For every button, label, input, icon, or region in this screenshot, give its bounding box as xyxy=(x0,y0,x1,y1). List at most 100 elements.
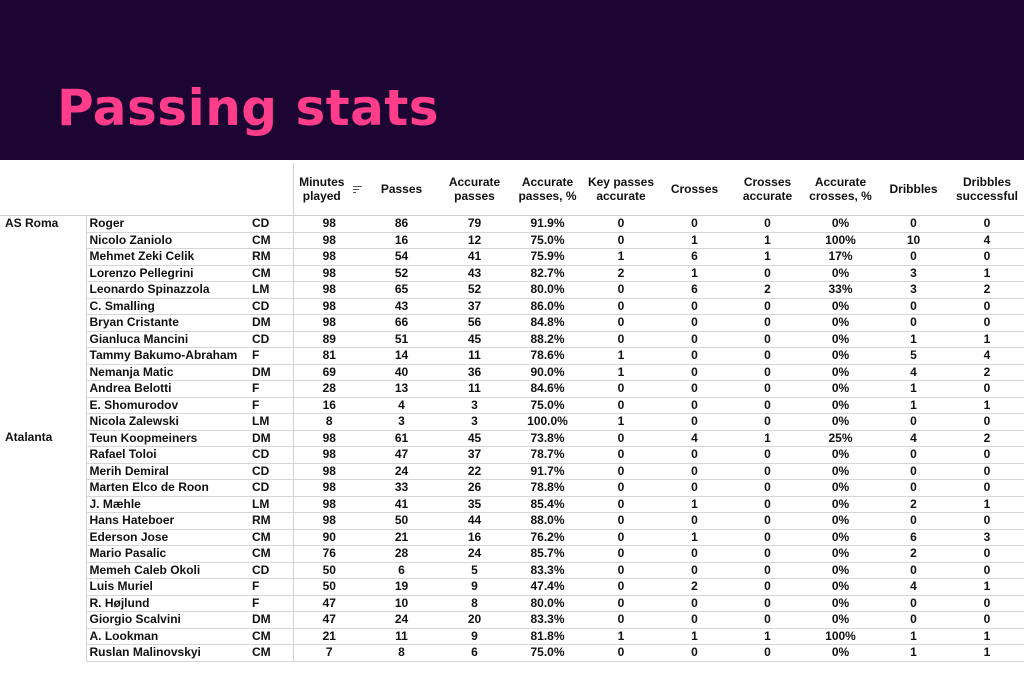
accurate-passes-pct-cell: 75.0% xyxy=(511,232,584,249)
table-row: Luis Muriel F 50 19 9 47.4% 0 2 0 0% 4 1 xyxy=(0,578,1024,596)
key-passes-cell: 0 xyxy=(584,529,658,546)
dribbles-cell: 0 xyxy=(877,611,950,629)
header-accurate-passes[interactable]: Accurate passes xyxy=(438,163,511,216)
accurate-passes-pct-cell: 75.9% xyxy=(511,248,584,266)
dribbles-successful-cell: 1 xyxy=(950,496,1024,513)
header-crosses-accurate[interactable]: Crosses accurate xyxy=(731,163,804,216)
accurate-crosses-pct-cell: 0% xyxy=(804,380,877,398)
passes-cell: 8 xyxy=(365,644,438,662)
accurate-crosses-pct-cell: 0% xyxy=(804,463,877,480)
table-body: AS Roma Roger CD 98 86 79 91.9% 0 0 0 0% 0 0 Nicolo Z… xyxy=(0,215,1024,662)
passes-cell: 51 xyxy=(365,331,438,348)
header-key-passes-accurate[interactable]: Key passes accurate xyxy=(584,163,658,216)
crosses-accurate-cell: 0 xyxy=(731,496,804,513)
dribbles-successful-cell: 0 xyxy=(950,413,1024,431)
page-title: Passing stats xyxy=(57,79,440,137)
accurate-passes-pct-cell: 91.7% xyxy=(511,463,584,480)
header-passes[interactable]: Passes xyxy=(365,163,438,216)
crosses-cell: 1 xyxy=(658,496,731,513)
crosses-cell: 0 xyxy=(658,595,731,612)
key-passes-cell: 0 xyxy=(584,578,658,596)
accurate-crosses-pct-cell: 0% xyxy=(804,215,877,233)
accurate-passes-pct-cell: 84.6% xyxy=(511,380,584,398)
accurate-passes-cell: 24 xyxy=(438,545,511,563)
player-name: Merih Demiral xyxy=(85,463,248,480)
accurate-passes-pct-cell: 88.0% xyxy=(511,512,584,530)
crosses-cell: 2 xyxy=(658,578,731,596)
table-row: Nemanja Matic DM 69 40 36 90.0% 1 0 0 0% 4 2 xyxy=(0,364,1024,381)
table-row: J. Mæhle LM 98 41 35 85.4% 0 1 0 0% 2 1 xyxy=(0,496,1024,513)
crosses-cell: 0 xyxy=(658,347,731,365)
accurate-passes-cell: 16 xyxy=(438,529,511,546)
crosses-accurate-cell: 1 xyxy=(731,232,804,249)
crosses-accurate-cell: 2 xyxy=(731,281,804,299)
team-name xyxy=(0,298,86,315)
player-position: DM xyxy=(248,611,294,629)
key-passes-cell: 0 xyxy=(584,644,658,662)
dribbles-successful-cell: 0 xyxy=(950,298,1024,315)
crosses-cell: 0 xyxy=(658,380,731,398)
dribbles-cell: 0 xyxy=(877,562,950,579)
crosses-cell: 0 xyxy=(658,562,731,579)
dribbles-successful-cell: 0 xyxy=(950,380,1024,398)
minutes-played-cell: 98 xyxy=(293,232,365,249)
player-position: CD xyxy=(248,298,294,315)
crosses-cell: 4 xyxy=(658,430,731,447)
header-crosses[interactable]: Crosses xyxy=(658,163,731,216)
header-accurate-passes-pct[interactable]: Accurate passes, % xyxy=(511,163,584,216)
accurate-passes-pct-cell: 86.0% xyxy=(511,298,584,315)
accurate-passes-cell: 52 xyxy=(438,281,511,299)
crosses-accurate-cell: 0 xyxy=(731,529,804,546)
player-position: RM xyxy=(248,512,294,530)
player-position: F xyxy=(248,578,294,596)
key-passes-cell: 1 xyxy=(584,347,658,365)
crosses-cell: 0 xyxy=(658,413,731,431)
accurate-passes-pct-cell: 83.3% xyxy=(511,562,584,579)
table-row: Ederson Jose CM 90 21 16 76.2% 0 1 0 0% 6 3 xyxy=(0,529,1024,546)
header-dribbles-successful[interactable]: Dribbles successful xyxy=(950,163,1024,216)
dribbles-successful-cell: 0 xyxy=(950,463,1024,480)
team-name xyxy=(0,612,86,629)
accurate-passes-cell: 9 xyxy=(438,578,511,596)
team-name xyxy=(0,397,86,414)
header-accurate-crosses-pct[interactable]: Accurate crosses, % xyxy=(804,163,877,216)
key-passes-cell: 0 xyxy=(584,562,658,579)
header-minutes-played[interactable]: Minutes played xyxy=(292,163,365,216)
crosses-accurate-cell: 0 xyxy=(731,215,804,233)
table-row: Gianluca Mancini CD 89 51 45 88.2% 0 0 0 0% 1 1 xyxy=(0,331,1024,348)
crosses-accurate-cell: 0 xyxy=(731,595,804,612)
crosses-accurate-cell: 0 xyxy=(731,578,804,596)
crosses-accurate-cell: 0 xyxy=(731,562,804,579)
dribbles-cell: 1 xyxy=(877,628,950,645)
dribbles-successful-cell: 0 xyxy=(950,479,1024,497)
crosses-cell: 0 xyxy=(658,463,731,480)
crosses-accurate-cell: 0 xyxy=(731,463,804,480)
table-row: Leonardo Spinazzola LM 98 65 52 80.0% 0 6 2 33% 3 2 xyxy=(0,281,1024,299)
sort-descending-icon[interactable] xyxy=(352,185,362,193)
player-name: Giorgio Scalvini xyxy=(85,611,248,629)
dribbles-cell: 0 xyxy=(877,298,950,315)
crosses-accurate-cell: 0 xyxy=(731,611,804,629)
team-name xyxy=(0,529,86,546)
team-name xyxy=(0,265,86,282)
crosses-accurate-cell: 1 xyxy=(731,628,804,645)
minutes-played-cell: 90 xyxy=(293,529,365,546)
minutes-played-cell: 21 xyxy=(293,628,365,645)
passes-cell: 21 xyxy=(365,529,438,546)
accurate-passes-pct-cell: 85.7% xyxy=(511,545,584,563)
accurate-crosses-pct-cell: 0% xyxy=(804,331,877,348)
passes-cell: 10 xyxy=(365,595,438,612)
key-passes-cell: 0 xyxy=(584,463,658,480)
team-name xyxy=(0,249,86,266)
table-row: Atalanta Teun Koopmeiners DM 98 61 45 73.8% 0 4 1… xyxy=(0,430,1024,447)
team-name xyxy=(0,546,86,563)
passes-cell: 65 xyxy=(365,281,438,299)
passes-cell: 43 xyxy=(365,298,438,315)
dribbles-successful-cell: 0 xyxy=(950,545,1024,563)
dribbles-cell: 1 xyxy=(877,397,950,414)
passes-cell: 16 xyxy=(365,232,438,249)
crosses-cell: 0 xyxy=(658,611,731,629)
accurate-passes-cell: 37 xyxy=(438,446,511,464)
header-dribbles[interactable]: Dribbles xyxy=(877,163,950,216)
table-row: Nicolo Zaniolo CM 98 16 12 75.0% 0 1 1 100% 10 4 xyxy=(0,232,1024,249)
